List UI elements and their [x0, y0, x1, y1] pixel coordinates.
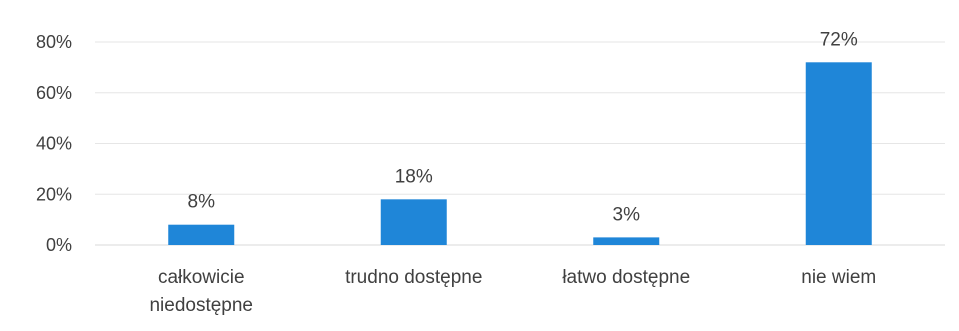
y-tick-label: 80%	[36, 32, 72, 52]
data-label: 8%	[188, 192, 216, 213]
y-tick-label: 0%	[46, 235, 72, 255]
y-axis-ticks: 0% 20% 40% 60% 80%	[36, 32, 72, 255]
category-label: niedostępne	[149, 295, 253, 316]
bar	[380, 199, 447, 245]
y-tick-label: 60%	[36, 83, 72, 103]
bars	[168, 62, 872, 245]
y-tick-label: 20%	[36, 184, 72, 204]
x-axis-categories: całkowicie niedostępne trudno dostępne łatw…	[149, 267, 876, 316]
bar	[168, 224, 235, 245]
bar	[805, 62, 872, 245]
gridlines	[95, 41, 945, 246]
y-tick-label: 40%	[36, 134, 72, 154]
bar	[593, 237, 660, 245]
data-labels: 8% 18% 3% 72%	[188, 29, 858, 225]
category-label: trudno dostępne	[345, 267, 482, 288]
category-label: całkowicie	[158, 267, 245, 288]
category-label: nie wiem	[801, 267, 876, 288]
category-label: łatwo dostępne	[562, 267, 690, 288]
data-label: 72%	[820, 29, 858, 50]
data-label: 18%	[395, 166, 433, 187]
data-label: 3%	[613, 204, 641, 225]
